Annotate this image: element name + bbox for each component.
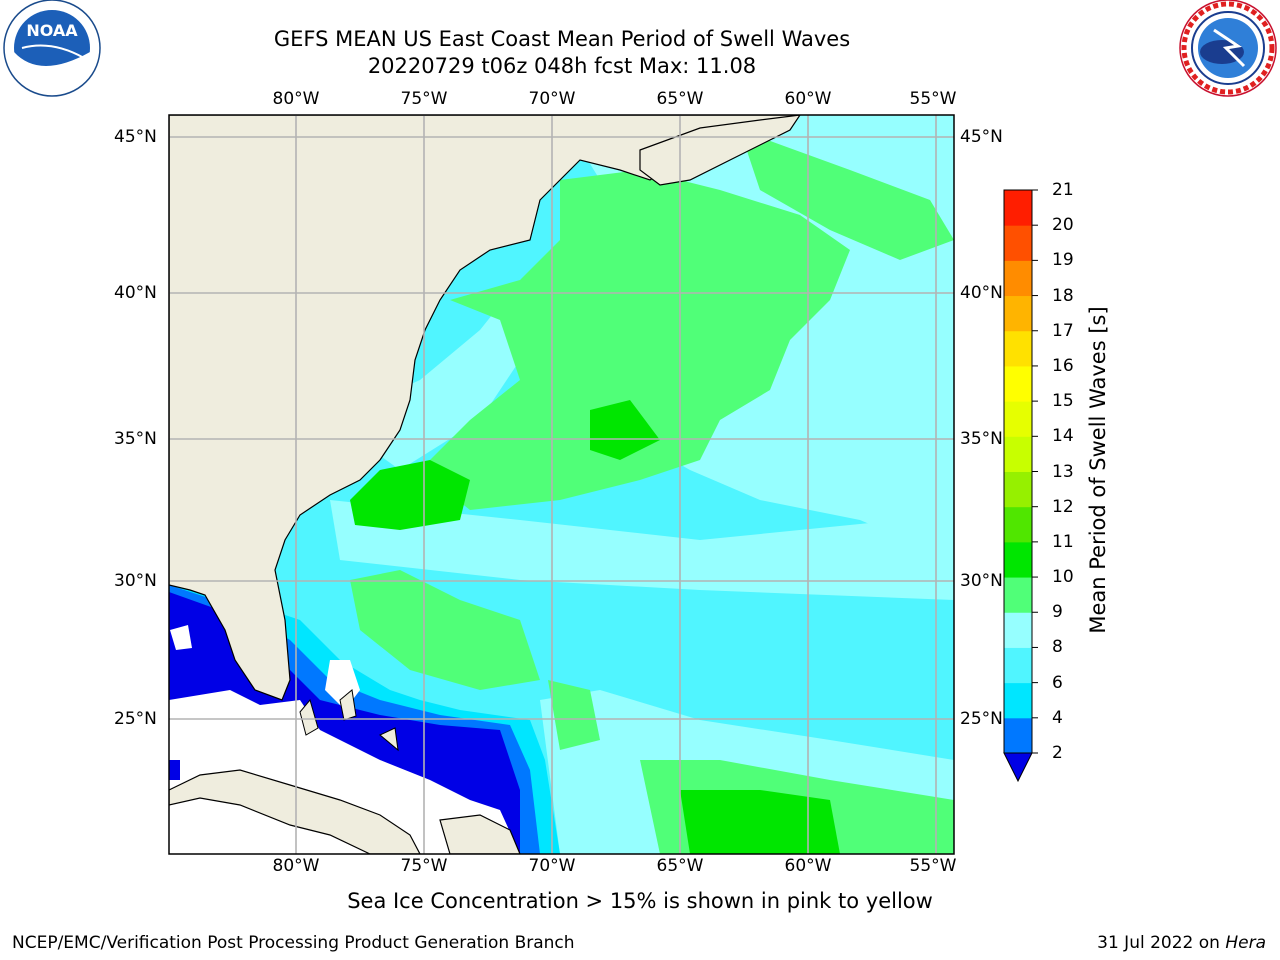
colorbar-tick-label: 21 [1052, 180, 1074, 200]
colorbar-tick-label: 12 [1052, 496, 1074, 517]
map-frame [168, 114, 955, 855]
colorbar-segment [1004, 295, 1032, 332]
lat-label-right: 45°N [960, 127, 1003, 147]
swell-area-9-10 [350, 570, 540, 690]
colorbar-tick-label: 2 [1052, 743, 1063, 763]
map-panel [169, 115, 954, 854]
swell-core-10-11 [350, 460, 470, 530]
lon-label-top: 60°W [784, 89, 832, 109]
lat-label-right: 30°N [960, 571, 1003, 591]
colorbar-tick-label: 4 [1052, 707, 1063, 728]
colorbar-segment [1004, 647, 1032, 684]
colorbar-tick-label: 17 [1052, 320, 1074, 341]
land-bahamas [339, 689, 357, 721]
colorbar-segment [1004, 717, 1032, 754]
colorbar-tick-label: 18 [1052, 285, 1074, 306]
lat-label-right: 25°N [960, 709, 1003, 729]
land-hispaniola [439, 814, 521, 854]
colorbar-label: Mean Period of Swell Waves [s] [1086, 306, 1110, 634]
no-data-area [169, 690, 520, 854]
colorbar-tick-label: 14 [1052, 426, 1074, 447]
swell-area-9-10 [740, 130, 954, 260]
lon-label-bottom: 55°W [909, 856, 957, 876]
swell-band-8-9 [330, 500, 954, 600]
colorbar-segment [1004, 260, 1032, 297]
swell-area-9-10 [420, 170, 850, 510]
land-bahamas [299, 698, 319, 736]
lat-label-left: 25°N [114, 709, 157, 729]
noaa-logo-text: NOAA [26, 21, 78, 40]
no-data-area [170, 625, 192, 650]
colorbar-segment [1004, 682, 1032, 719]
lon-label-bottom: 60°W [784, 856, 832, 876]
lon-label-bottom: 65°W [656, 856, 704, 876]
lon-label-top: 75°W [400, 89, 448, 109]
colorbar-segment [1004, 471, 1032, 508]
colorbar-tick-label: 6 [1052, 672, 1063, 693]
colorbar-segment [1004, 365, 1032, 402]
footer-date: 31 Jul 2022 on Hera [1097, 933, 1266, 953]
colorbar-under-arrow [1003, 752, 1033, 783]
lon-label-bottom: 75°W [400, 856, 448, 876]
colorbar-tick-label: 8 [1052, 637, 1063, 658]
colorbar-tick-label: 19 [1052, 250, 1074, 271]
colorbar-tick-label: 16 [1052, 355, 1074, 376]
lat-label-left: 35°N [114, 429, 157, 449]
footer-machine: Hera [1225, 933, 1266, 953]
lon-label-bottom: 70°W [528, 856, 576, 876]
swell-core-10-11 [680, 790, 840, 854]
lon-label-bottom: 80°W [272, 856, 320, 876]
swell-area-9-10 [548, 680, 600, 750]
colorbar-segment [1004, 330, 1032, 367]
colorbar-tick-label: 11 [1052, 531, 1074, 552]
land-us [169, 115, 801, 701]
swell-core-10-11 [590, 400, 660, 460]
colorbar-tick-label: 10 [1052, 567, 1074, 588]
colorbar-segment [1004, 436, 1032, 472]
colorbar-tick-label: 20 [1052, 215, 1074, 236]
colorbar [1003, 189, 1038, 783]
colorbar-tick-label: 15 [1052, 391, 1074, 412]
lat-label-left: 30°N [114, 571, 157, 591]
lon-label-top: 80°W [272, 89, 320, 109]
noaa-logo: NOAA [3, 0, 101, 97]
lat-label-right: 40°N [960, 283, 1003, 303]
lon-label-top: 65°W [656, 89, 704, 109]
map-gridlines [169, 115, 954, 854]
land-bahamas [379, 727, 399, 752]
colorbar-segment [1004, 577, 1032, 613]
land-cuba [169, 769, 421, 854]
colorbar-segment [1004, 190, 1032, 226]
chart-subtitle: 20220729 t06z 048h fcst Max: 11.08 [367, 54, 757, 78]
lat-label-left: 45°N [114, 127, 157, 147]
colorbar-segment [1004, 401, 1032, 437]
colorbar-segment [1004, 506, 1032, 543]
sea-ice-note: Sea Ice Concentration > 15% is shown in … [0, 889, 1280, 913]
colorbar-tick-label: 9 [1052, 602, 1063, 623]
chart-title: GEFS MEAN US East Coast Mean Period of S… [273, 27, 851, 51]
footer-credit: NCEP/EMC/Verification Post Processing Pr… [12, 933, 575, 953]
nws-logo [1179, 0, 1277, 97]
colorbar-segment [1004, 225, 1032, 261]
lat-label-right: 35°N [960, 429, 1003, 449]
colorbar-segment [1004, 541, 1032, 578]
sea-ice-note-text: Sea Ice Concentration > 15% is shown in … [347, 889, 933, 913]
lon-label-top: 55°W [909, 89, 957, 109]
lon-label-top: 70°W [528, 89, 576, 109]
colorbar-segment [1004, 612, 1032, 648]
footer-date-text: 31 Jul 2022 on [1097, 933, 1226, 953]
lat-label-left: 40°N [114, 283, 157, 303]
colorbar-tick-label: 13 [1052, 461, 1074, 482]
